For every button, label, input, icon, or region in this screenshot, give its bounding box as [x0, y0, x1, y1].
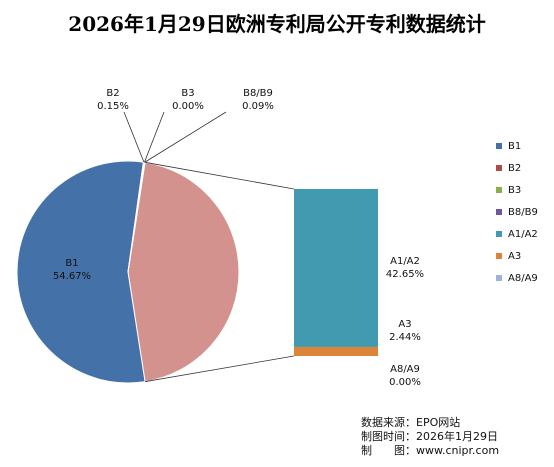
legend-swatch-a8-a9 [496, 275, 502, 281]
label-b8-b9-name: B8/B9 [243, 88, 273, 99]
legend-label-b3: B3 [508, 185, 521, 196]
leader-b2 [124, 112, 144, 162]
legend-swatch-b8-b9 [496, 209, 502, 215]
chart-title: 2026年1月29日欧洲专利局公开专利数据统计 [68, 12, 485, 36]
legend-swatch-b3 [496, 187, 502, 193]
legend-label-a8-a9: A8/A9 [508, 273, 538, 284]
bar-segment-a3 [294, 347, 378, 356]
bar-segment-a1-a2 [294, 189, 378, 347]
pie-slice-other [128, 162, 239, 381]
legend-label-a1-a2: A1/A2 [508, 229, 538, 240]
label-a3-value: 2.44% [389, 332, 421, 343]
legend-swatch-b2 [496, 165, 502, 171]
label-a3-name: A3 [398, 319, 411, 330]
source-line-data: 数据来源：EPO网站 [361, 416, 499, 430]
label-a8-a9-name: A8/A9 [390, 364, 420, 375]
legend-label-a3: A3 [508, 251, 521, 262]
label-b8-b9-value: 0.09% [242, 101, 274, 112]
source-line-time: 制图时间：2026年1月29日 [361, 430, 499, 444]
pie-group [17, 161, 239, 383]
label-b2-value: 0.15% [97, 101, 129, 112]
source-line-author: 制 图：www.cnipr.com [361, 444, 499, 458]
legend-swatch-a1-a2 [496, 231, 502, 237]
label-a8-a9-value: 0.00% [389, 377, 421, 388]
label-b3-name: B3 [181, 88, 194, 99]
leader-b8-b9 [145, 112, 226, 162]
source-note: 数据来源：EPO网站 制图时间：2026年1月29日 制 图：www.cnipr… [361, 416, 499, 458]
legend-swatch-b1 [496, 143, 502, 149]
label-b2-name: B2 [106, 88, 119, 99]
legend-label-b8-b9: B8/B9 [508, 207, 538, 218]
bar-group [294, 189, 378, 356]
label-b1-value: 54.67% [53, 271, 91, 282]
label-b1-name: B1 [65, 258, 78, 269]
label-a1-a2-name: A1/A2 [390, 256, 420, 267]
legend: B1 B2 B3 B8/B9 A1/A2 A3 A8/A9 [496, 141, 538, 284]
legend-swatch-a3 [496, 253, 502, 259]
label-a1-a2-value: 42.65% [386, 269, 424, 280]
legend-label-b2: B2 [508, 163, 521, 174]
label-b3-value: 0.00% [172, 101, 204, 112]
leader-b3 [144, 112, 164, 162]
legend-label-b1: B1 [508, 141, 521, 152]
